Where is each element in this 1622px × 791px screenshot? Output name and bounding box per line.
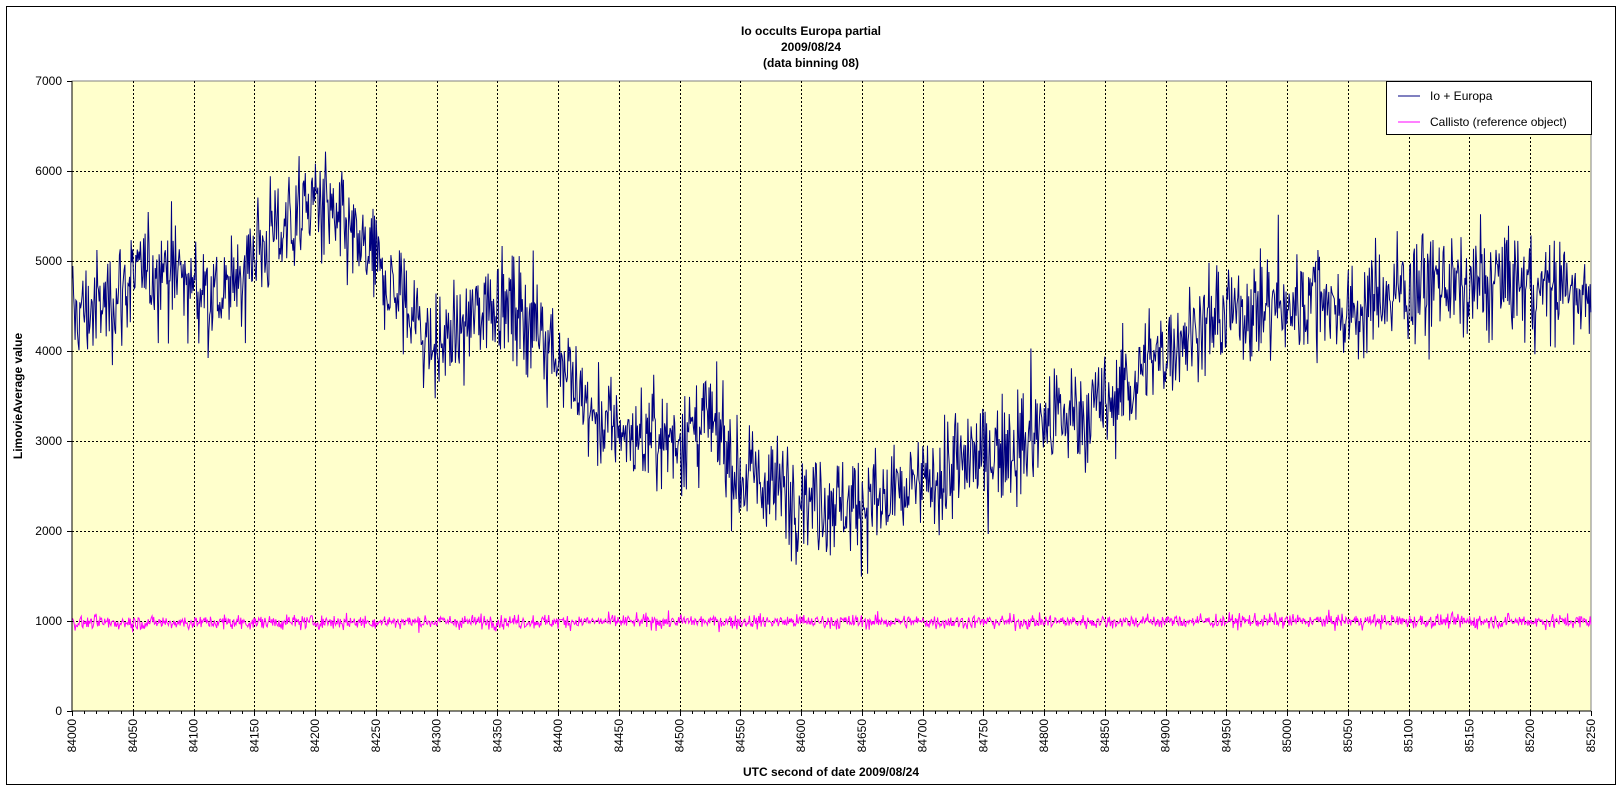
- x-tick-label: 84300: [430, 719, 444, 753]
- legend-label-io-europa: Io + Europa: [1430, 89, 1493, 103]
- x-tick-label: 84850: [1098, 719, 1112, 753]
- x-tick-label: 84050: [126, 719, 140, 753]
- x-tick-label: 85200: [1523, 719, 1537, 753]
- y-tick-label: 2000: [35, 524, 62, 538]
- x-tick-label: 84900: [1159, 719, 1173, 753]
- x-tick-label: 85000: [1280, 719, 1294, 753]
- x-tick-label: 84250: [369, 719, 383, 753]
- legend-label-callisto: Callisto (reference object): [1430, 115, 1567, 129]
- x-tick-label: 84100: [187, 719, 201, 753]
- chart-title-line-2: 2009/08/24: [781, 40, 841, 54]
- x-tick-label: 84200: [308, 719, 322, 753]
- y-ticks-layer: 0 1000 2000 3000 4000 5000 6000 7000: [35, 74, 72, 718]
- y-tick-label: 3000: [35, 434, 62, 448]
- y-tick-label: 7000: [35, 74, 62, 88]
- x-ticks-layer: 84000 84050 84100 84150 84200 84250 84300 84350…: [65, 711, 1598, 752]
- x-tick-label: 84500: [673, 719, 687, 753]
- legend: Io + Europa Callisto (reference object): [1386, 81, 1592, 135]
- x-tick-label: 85050: [1341, 719, 1355, 753]
- y-tick-label: 4000: [35, 344, 62, 358]
- x-tick-label: 84700: [916, 719, 930, 753]
- legend-box: [1386, 81, 1592, 135]
- y-tick-label: 1000: [35, 614, 62, 628]
- x-tick-label: 84950: [1219, 719, 1233, 753]
- x-tick-label: 84800: [1037, 719, 1051, 753]
- x-tick-label: 85150: [1462, 719, 1476, 753]
- x-tick-label: 84650: [855, 719, 869, 753]
- chart-title-line-1: Io occults Europa partial: [741, 24, 881, 38]
- y-tick-label: 0: [55, 704, 62, 718]
- chart-title-line-3: (data binning 08): [763, 56, 859, 70]
- series-line-callisto: [71, 609, 1592, 633]
- x-tick-label: 85100: [1402, 719, 1416, 753]
- plot-area: [71, 80, 1592, 712]
- x-tick-label: 84750: [976, 719, 990, 753]
- x-axis-title: UTC second of date 2009/08/24: [743, 765, 919, 779]
- x-tick-label: 84550: [733, 719, 747, 753]
- x-tick-label: 84000: [65, 719, 79, 753]
- grid-layer: [72, 81, 1591, 711]
- x-tick-label: 84600: [794, 719, 808, 753]
- x-tick-label: 84450: [612, 719, 626, 753]
- series-layer: [71, 151, 1592, 633]
- x-tick-label: 84150: [247, 719, 261, 753]
- y-tick-label: 5000: [35, 254, 62, 268]
- y-axis-title: LimovieAverage value: [11, 333, 25, 460]
- y-tick-label: 6000: [35, 164, 62, 178]
- x-tick-label: 84400: [551, 719, 565, 753]
- x-tick-label: 85250: [1584, 719, 1598, 753]
- series-line-io-europa: [71, 151, 1592, 577]
- x-tick-label: 84350: [490, 719, 504, 753]
